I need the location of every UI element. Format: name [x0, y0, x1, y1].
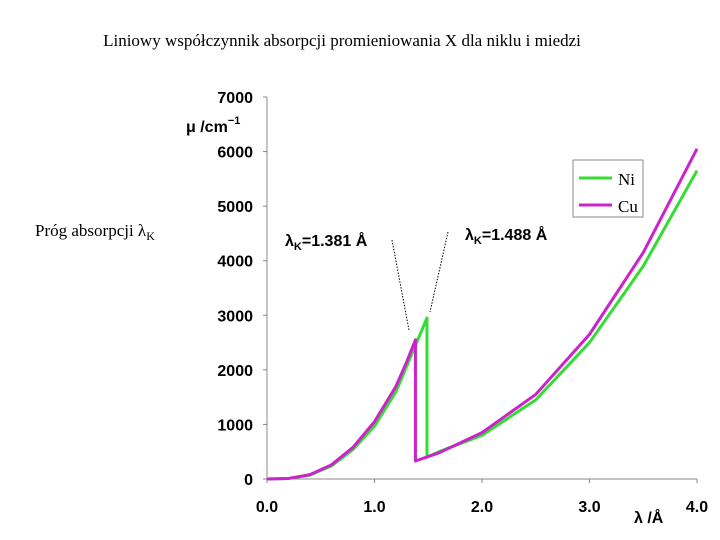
y-tick-label: 1000 [217, 417, 253, 434]
y-tick-label: 2000 [217, 363, 253, 380]
annotation-sub: K [474, 235, 482, 247]
leader-line [429, 231, 449, 313]
x-tick-label: 4.0 [686, 499, 708, 516]
title: Liniowy współczynnik absorpcji promienio… [103, 31, 581, 50]
annotation-sub: K [294, 241, 302, 253]
y-tick-label: 0 [244, 472, 253, 489]
annotation-text: =1.488 Å [482, 225, 548, 244]
side-label: Próg absorpcji λK [35, 221, 155, 243]
y-label-text: μ /cm [186, 119, 228, 136]
x-label: λ /Å [634, 508, 664, 527]
annotation-symbol: λ [285, 233, 294, 250]
side-label-text: Próg absorpcji λ [35, 221, 147, 240]
legend-box [572, 159, 644, 218]
y-label: μ /cm−1 [186, 115, 240, 136]
leader-line [391, 239, 410, 331]
annotation-text: =1.381 Å [302, 231, 368, 250]
y-tick-label: 3000 [217, 308, 253, 325]
legend-label: Ni [618, 170, 635, 189]
annotation: λK=1.488 Å [465, 225, 548, 247]
annotation: λK=1.381 Å [285, 231, 368, 253]
y-tick-label: 4000 [217, 254, 253, 271]
y-tick-label: 5000 [217, 199, 253, 216]
x-tick-label: 2.0 [471, 499, 493, 516]
legend-label: Cu [618, 197, 638, 216]
y-label-sup: −1 [228, 115, 241, 127]
x-tick-label: 1.0 [363, 499, 385, 516]
annotation-symbol: λ [465, 227, 474, 244]
series-line [266, 148, 699, 481]
side-label-sub: K [146, 229, 155, 243]
x-tick-label: 3.0 [578, 499, 600, 516]
y-tick-label: 6000 [217, 145, 253, 162]
y-tick-label: 7000 [217, 90, 253, 107]
x-tick-label: 0.0 [256, 499, 278, 516]
